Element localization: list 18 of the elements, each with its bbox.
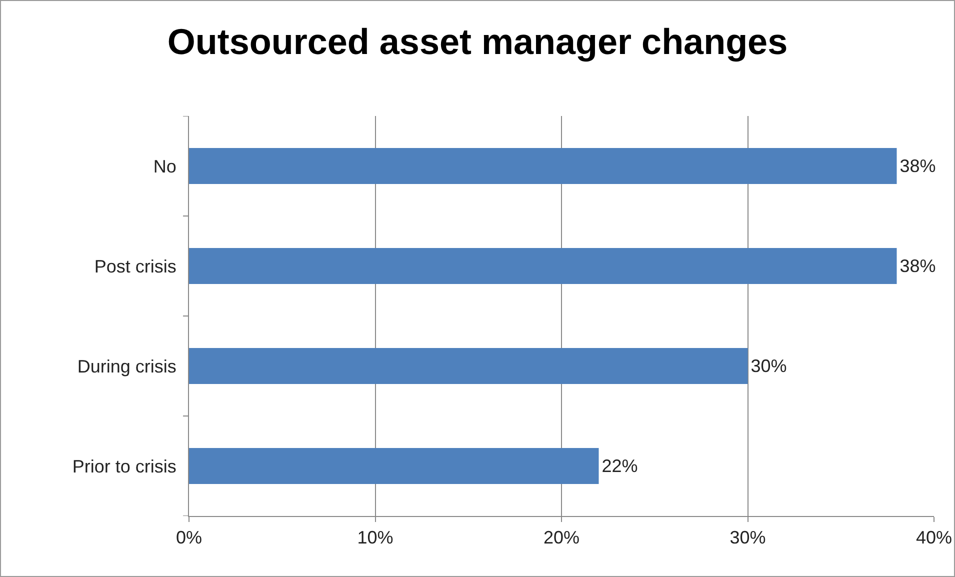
data-label: 38% bbox=[900, 156, 936, 176]
x-tick-label: 10% bbox=[357, 528, 394, 548]
y-tick-label: During crisis bbox=[77, 356, 176, 376]
bar bbox=[189, 248, 897, 284]
bar bbox=[189, 348, 748, 384]
x-tick-label: 20% bbox=[543, 528, 580, 548]
x-tick-label: 40% bbox=[916, 528, 952, 548]
data-label: 30% bbox=[750, 356, 787, 376]
data-label: 38% bbox=[900, 256, 936, 276]
y-tick-label: Post crisis bbox=[94, 256, 176, 276]
x-tick-label: 30% bbox=[730, 528, 766, 548]
x-tick-label: 0% bbox=[176, 528, 202, 548]
data-label: 22% bbox=[602, 456, 638, 476]
y-tick-label: Prior to crisis bbox=[72, 456, 176, 476]
y-tick-label: No bbox=[153, 156, 176, 176]
chart-title: Outsourced asset manager changes bbox=[167, 20, 788, 62]
bar bbox=[189, 148, 897, 184]
bar bbox=[189, 448, 599, 484]
